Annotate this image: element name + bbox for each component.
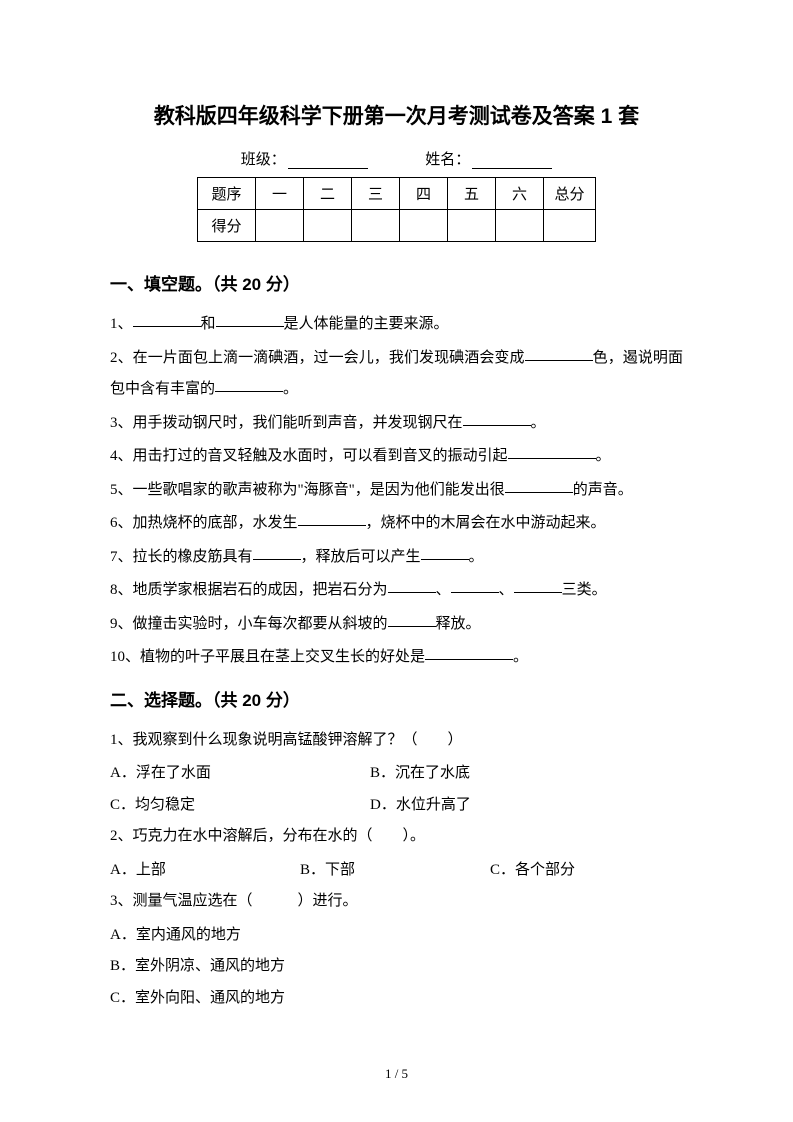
section1-title: 一、填空题。（共 20 分）: [110, 270, 683, 295]
score-header-label: 题序: [198, 178, 256, 210]
score-cell[interactable]: [304, 210, 352, 242]
q2-1-opt-b: B．沉在了水底: [370, 758, 470, 790]
score-total-label: 总分: [544, 178, 596, 210]
score-cell[interactable]: [352, 210, 400, 242]
score-row-label: 得分: [198, 210, 256, 242]
q1-8: 8、地质学家根据岩石的成因，把岩石分为、、三类。: [110, 575, 683, 607]
score-col-6: 六: [496, 178, 544, 210]
q1-1: 1、和是人体能量的主要来源。: [110, 309, 683, 341]
score-col-3: 三: [352, 178, 400, 210]
q2-3-opt-b: B．室外阴凉、通风的地方: [110, 951, 285, 983]
q1-10: 10、植物的叶子平展且在茎上交叉生长的好处是。: [110, 642, 683, 674]
score-col-5: 五: [448, 178, 496, 210]
score-col-1: 一: [256, 178, 304, 210]
page-number: 1 / 5: [0, 1066, 793, 1082]
q1-5: 5、一些歌唱家的歌声被称为"海豚音"，是因为他们能发出很的声音。: [110, 475, 683, 507]
name-blank[interactable]: [472, 153, 552, 169]
q1-4: 4、用击打过的音叉轻触及水面时，可以看到音叉的振动引起。: [110, 441, 683, 473]
section2-title: 二、选择题。（共 20 分）: [110, 686, 683, 711]
score-table: 题序 一 二 三 四 五 六 总分 得分: [197, 177, 596, 242]
q2-1-options: A．浮在了水面 B．沉在了水底 C．均匀稳定 D．水位升高了: [110, 758, 683, 821]
class-label: 班级：: [241, 152, 286, 168]
q2-2-opt-b: B．下部: [300, 855, 490, 887]
q2-3-opt-a: A．室内通风的地方: [110, 920, 241, 952]
q2-2-stem: 2、巧克力在水中溶解后，分布在水的（ ）。: [110, 821, 683, 853]
score-col-2: 二: [304, 178, 352, 210]
q1-6: 6、加热烧杯的底部，水发生，烧杯中的木屑会在水中游动起来。: [110, 508, 683, 540]
exam-title: 教科版四年级科学下册第一次月考测试卷及答案 1 套: [110, 100, 683, 130]
q2-2-opt-a: A．上部: [110, 855, 300, 887]
q2-3-stem: 3、测量气温应选在（ ）进行。: [110, 886, 683, 918]
score-col-4: 四: [400, 178, 448, 210]
q2-3-opt-c: C．室外向阳、通风的地方: [110, 983, 285, 1015]
score-cell[interactable]: [448, 210, 496, 242]
q2-1-opt-c: C．均匀稳定: [110, 790, 370, 822]
q1-9: 9、做撞击实验时，小车每次都要从斜坡的释放。: [110, 609, 683, 641]
score-cell[interactable]: [400, 210, 448, 242]
q1-7: 7、拉长的橡皮筋具有，释放后可以产生。: [110, 542, 683, 574]
q2-1-opt-a: A．浮在了水面: [110, 758, 370, 790]
q1-3: 3、用手拨动钢尺时，我们能听到声音，并发现钢尺在。: [110, 408, 683, 440]
name-label: 姓名：: [425, 152, 470, 168]
score-total-cell[interactable]: [544, 210, 596, 242]
q2-2-options: A．上部 B．下部 C．各个部分: [110, 855, 683, 887]
q2-1-stem: 1、我观察到什么现象说明高锰酸钾溶解了？（ ）: [110, 725, 683, 757]
class-blank[interactable]: [288, 153, 368, 169]
student-info-line: 班级： 姓名：: [110, 148, 683, 169]
score-cell[interactable]: [256, 210, 304, 242]
q2-3-options: A．室内通风的地方 B．室外阴凉、通风的地方 C．室外向阳、通风的地方: [110, 920, 683, 1015]
score-cell[interactable]: [496, 210, 544, 242]
q2-2-opt-c: C．各个部分: [490, 855, 575, 887]
q1-2: 2、在一片面包上滴一滴碘酒，过一会儿，我们发现碘酒会变成色，遏说明面包中含有丰富…: [110, 343, 683, 406]
q2-1-opt-d: D．水位升高了: [370, 790, 471, 822]
